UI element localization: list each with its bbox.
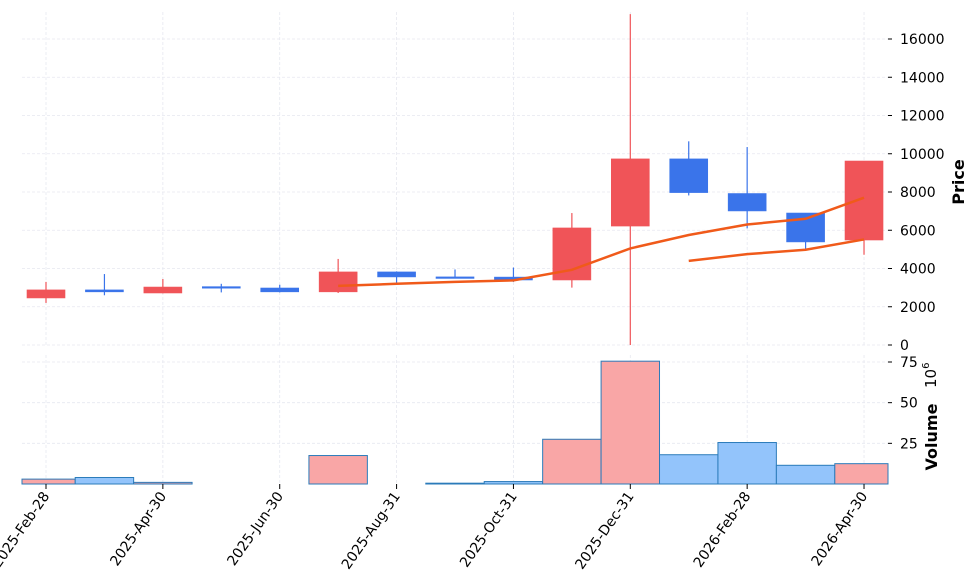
- price-tick-label: 4000: [900, 262, 936, 278]
- x-tick-label: 2025-Oct-31: [457, 489, 521, 570]
- grid: [22, 12, 888, 484]
- volume-bar: [21, 478, 76, 485]
- volume-multiplier: 106: [921, 363, 940, 388]
- volume-tick-label: 25: [900, 436, 918, 452]
- price-tick-label: 14000: [900, 70, 945, 86]
- volume-bar: [133, 481, 193, 485]
- moving-averages: [338, 196, 865, 288]
- volume-bar: [308, 455, 368, 485]
- x-tick-label: 2025-Aug-31: [339, 489, 404, 572]
- candle-body: [143, 286, 183, 294]
- price-tick-label: 12000: [900, 109, 945, 125]
- x-axis: 2025-Feb-28 2025-Apr-30 2025-Jun-30 2025-Au…: [0, 484, 871, 573]
- price-tick-label: 6000: [900, 223, 936, 239]
- volume-bar: [600, 360, 661, 485]
- candle-body: [435, 276, 475, 279]
- price-tick-label: 16000: [900, 32, 945, 48]
- candle-body: [26, 289, 66, 299]
- volume-tick-label: 75: [900, 355, 918, 371]
- volume-bar: [542, 438, 602, 485]
- x-tick-label: 2025-Feb-28: [0, 489, 53, 571]
- candle-body: [727, 193, 767, 212]
- price-tick-label: 0: [900, 338, 909, 354]
- x-tick-label: 2026-Apr-30: [809, 489, 872, 569]
- candle-body: [786, 212, 825, 243]
- candle-body: [844, 160, 884, 241]
- volume-axis: 25 50 75: [888, 355, 918, 452]
- candle-body: [85, 289, 124, 293]
- volume-axis-label: Volume: [922, 403, 941, 470]
- candle-body: [377, 271, 416, 278]
- volume-bar: [425, 482, 485, 485]
- candles: [26, 14, 884, 345]
- candle-body: [318, 271, 358, 293]
- volume-bar: [74, 476, 135, 485]
- price-tick-label: 2000: [900, 300, 936, 316]
- candle-body: [669, 158, 709, 193]
- price-axis-label: Price: [949, 159, 968, 205]
- volume-bar: [717, 442, 777, 485]
- candle-body: [610, 158, 650, 227]
- volume-bars: [21, 360, 889, 485]
- candle-body: [260, 287, 300, 293]
- x-tick-label: 2025-Apr-30: [107, 489, 170, 569]
- volume-bar: [483, 481, 544, 485]
- x-tick-label: 2026-Feb-28: [691, 489, 755, 571]
- moving-average-line: [338, 196, 865, 288]
- price-tick-label: 10000: [900, 147, 945, 163]
- x-tick-label: 2025-Dec-31: [572, 489, 637, 572]
- moving-average-line: [688, 238, 865, 263]
- price-axis: 0 2000 4000 6000 8000 10000 12000 14000 16000: [888, 32, 945, 354]
- price-tick-label: 8000: [900, 185, 936, 201]
- candle-body: [201, 286, 241, 289]
- volume-bar: [834, 463, 889, 485]
- volume-tick-label: 50: [900, 396, 918, 412]
- x-tick-label: 2025-Jun-30: [224, 489, 287, 569]
- volume-bar: [659, 454, 719, 485]
- volume-bar: [775, 464, 836, 485]
